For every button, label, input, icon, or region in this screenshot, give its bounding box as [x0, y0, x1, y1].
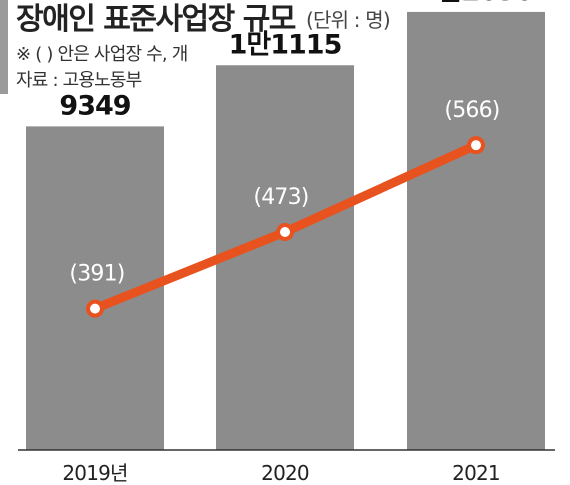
- chart-note: ※ ( ) 안은 사업장 수, 개: [16, 44, 188, 65]
- bar-value-label-2: 1만2656: [420, 0, 533, 7]
- line-value-label-2: (566): [444, 98, 499, 123]
- title-accent-bar: [0, 0, 8, 94]
- source-label: 자료 : 고용노동부: [16, 70, 142, 91]
- line-marker-0: [86, 299, 104, 318]
- line-marker-1: [276, 223, 294, 242]
- bar-1: [216, 65, 354, 450]
- x-tick-label-0: 2019년: [62, 461, 127, 485]
- bar-value-label-1: 1만1115: [229, 29, 342, 60]
- title-row: 장애인 표준사업장 규모 (단위 : 명): [16, 0, 391, 40]
- line-value-label-1: (473): [253, 185, 308, 210]
- chart-title: 장애인 표준사업장 규모: [16, 2, 296, 37]
- bar-2: [407, 11, 545, 451]
- bar-value-label-0: 9349: [59, 90, 130, 121]
- x-tick-label-1: 2020: [261, 461, 309, 485]
- x-tick-label-2: 2021: [452, 461, 500, 485]
- line-value-label-0: (391): [69, 262, 124, 287]
- unit-label: (단위 : 명): [305, 8, 391, 32]
- line-marker-2: [467, 136, 485, 155]
